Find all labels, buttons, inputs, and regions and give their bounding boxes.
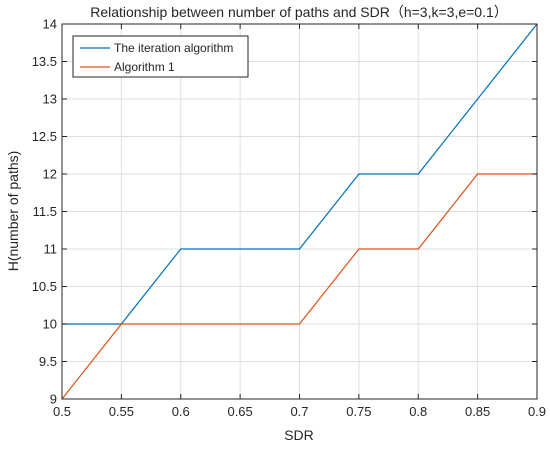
x-tick-label: 0.85 (465, 404, 490, 419)
y-tick-label: 14 (43, 17, 57, 32)
y-tick-label: 13.5 (32, 54, 57, 69)
x-tick-label: 0.8 (409, 404, 427, 419)
series-lines (61, 23, 538, 400)
y-tick-label: 11.5 (33, 204, 57, 219)
series-line-algorithm-1 (61, 173, 537, 400)
x-tick-label: 0.55 (109, 404, 134, 419)
legend-label-iteration: The iteration algorithm (114, 41, 233, 55)
y-tick-label: 9.5 (39, 354, 57, 369)
series-line-iteration-algorithm (62, 23, 538, 325)
y-axis-ticks: 9 9.5 10 10.5 11 11.5 12 12.5 13 13.5 14 (32, 17, 537, 407)
x-tick-label: 0.5 (53, 404, 71, 419)
y-tick-label: 10 (43, 317, 57, 332)
y-tick-label: 10.5 (32, 279, 57, 294)
chart-title: Relationship between number of paths and… (90, 4, 508, 20)
y-tick-label: 11 (44, 242, 58, 257)
legend-label-algorithm-1: Algorithm 1 (114, 60, 175, 74)
x-axis-ticks: 0.5 0.55 0.6 0.65 0.7 0.75 0.8 0.85 0.9 (53, 24, 546, 419)
x-axis-label: SDR (284, 427, 314, 443)
y-tick-label: 12.5 (32, 129, 57, 144)
y-tick-label: 13 (43, 92, 57, 107)
x-tick-label: 0.75 (346, 404, 371, 419)
legend: The iteration algorithm Algorithm 1 (72, 35, 249, 78)
y-tick-label: 12 (43, 167, 57, 182)
x-tick-label: 0.6 (172, 404, 190, 419)
x-tick-label: 0.9 (528, 404, 546, 419)
x-tick-label: 0.65 (227, 404, 252, 419)
y-tick-label: 9 (50, 392, 57, 407)
legend-box (72, 35, 249, 78)
x-tick-label: 0.7 (290, 404, 308, 419)
y-axis-label: H(number of paths) (5, 151, 21, 272)
